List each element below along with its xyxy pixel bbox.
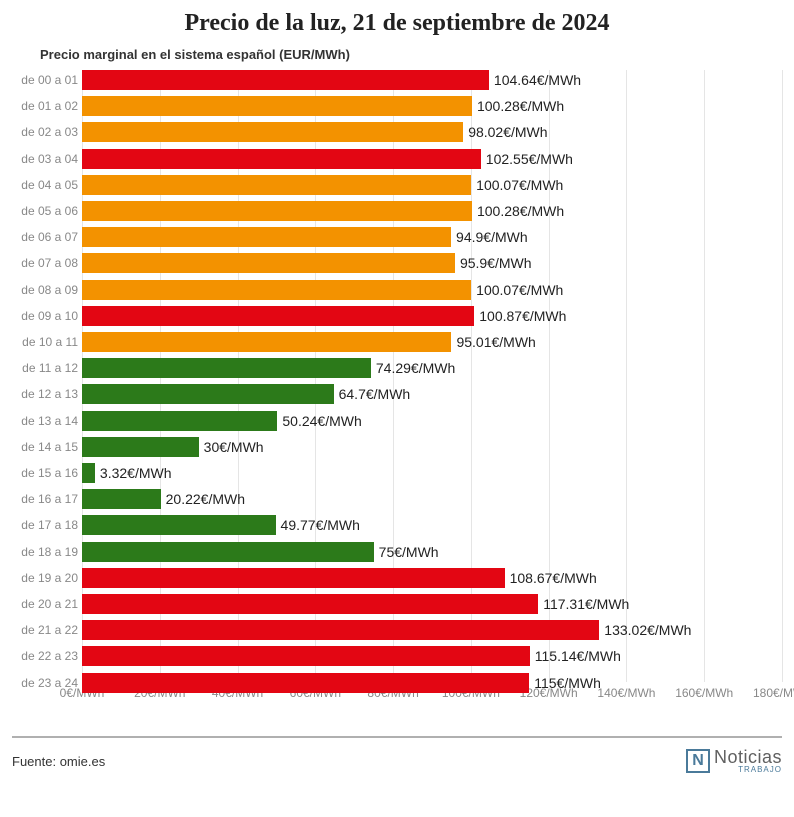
bar bbox=[82, 332, 451, 352]
bar-value-label: 100.28€/MWh bbox=[472, 201, 564, 221]
y-axis-label: de 17 a 18 bbox=[12, 515, 78, 535]
bar-value-label: 74.29€/MWh bbox=[371, 358, 455, 378]
bar-value-label: 30€/MWh bbox=[199, 437, 264, 457]
y-axis-label: de 14 a 15 bbox=[12, 437, 78, 457]
bar bbox=[82, 122, 463, 142]
bar-value-label: 94.9€/MWh bbox=[451, 227, 528, 247]
bar-value-label: 50.24€/MWh bbox=[277, 411, 361, 431]
chart-area: 0€/MWh20€/MWh40€/MWh60€/MWh80€/MWh100€/M… bbox=[12, 70, 782, 730]
y-axis-label: de 15 a 16 bbox=[12, 463, 78, 483]
bar bbox=[82, 646, 530, 666]
x-tick-label: 140€/MWh bbox=[597, 686, 655, 700]
bar bbox=[82, 70, 489, 90]
bar bbox=[82, 437, 199, 457]
bar-value-label: 3.32€/MWh bbox=[95, 463, 172, 483]
chart-container: Precio de la luz, 21 de septiembre de 20… bbox=[0, 0, 794, 782]
brand-logo: N Noticias TRABAJO bbox=[686, 748, 782, 774]
bar-value-label: 115€/MWh bbox=[529, 673, 601, 693]
bar-value-label: 108.67€/MWh bbox=[505, 568, 597, 588]
bar-value-label: 100.07€/MWh bbox=[471, 280, 563, 300]
bar-value-label: 100.87€/MWh bbox=[474, 306, 566, 326]
chart-title: Precio de la luz, 21 de septiembre de 20… bbox=[12, 10, 782, 37]
bar bbox=[82, 96, 472, 116]
bar-value-label: 104.64€/MWh bbox=[489, 70, 581, 90]
y-axis-label: de 00 a 01 bbox=[12, 70, 78, 90]
plot-region: 0€/MWh20€/MWh40€/MWh60€/MWh80€/MWh100€/M… bbox=[82, 70, 782, 706]
bar bbox=[82, 253, 455, 273]
bar-value-label: 75€/MWh bbox=[374, 542, 439, 562]
gridline bbox=[626, 70, 627, 682]
bar bbox=[82, 280, 471, 300]
y-axis-label: de 04 a 05 bbox=[12, 175, 78, 195]
y-axis-label: de 23 a 24 bbox=[12, 673, 78, 693]
bar bbox=[82, 358, 371, 378]
bar bbox=[82, 568, 505, 588]
bar bbox=[82, 463, 95, 483]
bar-value-label: 133.02€/MWh bbox=[599, 620, 691, 640]
bar bbox=[82, 489, 161, 509]
bar-value-label: 95.9€/MWh bbox=[455, 253, 532, 273]
logo-main-text: Noticias bbox=[714, 748, 782, 766]
bar bbox=[82, 306, 474, 326]
bar bbox=[82, 594, 538, 614]
bar bbox=[82, 515, 276, 535]
y-axis-label: de 08 a 09 bbox=[12, 280, 78, 300]
bar-value-label: 100.07€/MWh bbox=[471, 175, 563, 195]
logo-text: Noticias TRABAJO bbox=[714, 748, 782, 774]
x-tick-label: 180€/MWh bbox=[753, 686, 794, 700]
y-axis-label: de 13 a 14 bbox=[12, 411, 78, 431]
bar bbox=[82, 620, 599, 640]
bar bbox=[82, 673, 529, 693]
chart-subtitle: Precio marginal en el sistema español (E… bbox=[40, 47, 782, 62]
bar bbox=[82, 227, 451, 247]
y-axis-label: de 11 a 12 bbox=[12, 358, 78, 378]
y-axis-label: de 16 a 17 bbox=[12, 489, 78, 509]
gridline bbox=[782, 70, 783, 682]
y-axis-label: de 18 a 19 bbox=[12, 542, 78, 562]
bar-value-label: 64.7€/MWh bbox=[334, 384, 411, 404]
y-axis-label: de 09 a 10 bbox=[12, 306, 78, 326]
bar-value-label: 102.55€/MWh bbox=[481, 149, 573, 169]
bar-value-label: 115.14€/MWh bbox=[530, 646, 621, 666]
y-axis-label: de 06 a 07 bbox=[12, 227, 78, 247]
y-axis-label: de 21 a 22 bbox=[12, 620, 78, 640]
bar bbox=[82, 542, 374, 562]
bar-value-label: 117.31€/MWh bbox=[538, 594, 629, 614]
bar bbox=[82, 384, 334, 404]
source-text: Fuente: omie.es bbox=[12, 754, 105, 769]
bar-value-label: 98.02€/MWh bbox=[463, 122, 547, 142]
bar bbox=[82, 201, 472, 221]
bar bbox=[82, 175, 471, 195]
bar-value-label: 49.77€/MWh bbox=[276, 515, 360, 535]
bar-value-label: 20.22€/MWh bbox=[161, 489, 245, 509]
y-axis-label: de 05 a 06 bbox=[12, 201, 78, 221]
bar bbox=[82, 149, 481, 169]
y-axis-label: de 20 a 21 bbox=[12, 594, 78, 614]
bar-value-label: 100.28€/MWh bbox=[472, 96, 564, 116]
y-axis-label: de 22 a 23 bbox=[12, 646, 78, 666]
x-tick-label: 160€/MWh bbox=[675, 686, 733, 700]
y-axis-label: de 03 a 04 bbox=[12, 149, 78, 169]
y-axis-label: de 12 a 13 bbox=[12, 384, 78, 404]
y-axis-label: de 02 a 03 bbox=[12, 122, 78, 142]
gridline bbox=[704, 70, 705, 682]
y-axis-label: de 19 a 20 bbox=[12, 568, 78, 588]
y-axis-label: de 10 a 11 bbox=[12, 332, 78, 352]
y-axis-label: de 07 a 08 bbox=[12, 253, 78, 273]
y-axis-label: de 01 a 02 bbox=[12, 96, 78, 116]
bar-value-label: 95.01€/MWh bbox=[451, 332, 535, 352]
logo-sub-text: TRABAJO bbox=[714, 766, 782, 774]
bar bbox=[82, 411, 277, 431]
logo-icon: N bbox=[686, 749, 710, 773]
footer: Fuente: omie.es N Noticias TRABAJO bbox=[12, 736, 782, 774]
